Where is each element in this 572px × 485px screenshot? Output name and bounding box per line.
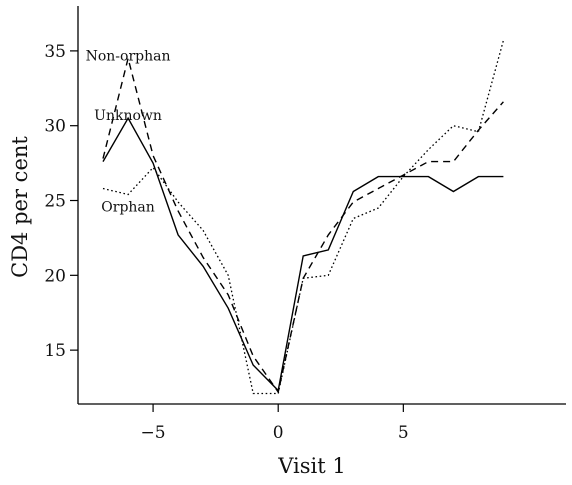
y-tick-label: 35	[44, 42, 66, 62]
series-lines	[102, 40, 505, 395]
series-label-orphan: Orphan	[101, 199, 155, 215]
series-labels: Non-orphan Unknown Orphan	[86, 48, 171, 215]
y-tick-label: 25	[44, 192, 66, 212]
x-tick-label: −5	[141, 423, 166, 443]
x-tick-label: 5	[398, 423, 409, 443]
x-axis-title: Visit 1	[277, 454, 345, 478]
x-axis-ticks: −5 0 5	[141, 404, 409, 443]
y-tick-label: 20	[44, 266, 66, 286]
y-axis-title: CD4 per cent	[8, 136, 32, 278]
y-axis-ticks: 15 20 25 30 35	[44, 42, 78, 361]
series-line-non-orphan	[102, 58, 504, 394]
y-tick-label: 15	[44, 341, 66, 361]
series-label-non-orphan: Non-orphan	[86, 48, 171, 64]
y-tick-label: 30	[44, 117, 66, 137]
series-line-unknown	[102, 116, 504, 392]
series-label-unknown: Unknown	[94, 108, 162, 124]
series-line-orphan	[102, 40, 505, 395]
axes	[77, 6, 566, 405]
x-tick-label: 0	[273, 423, 284, 443]
